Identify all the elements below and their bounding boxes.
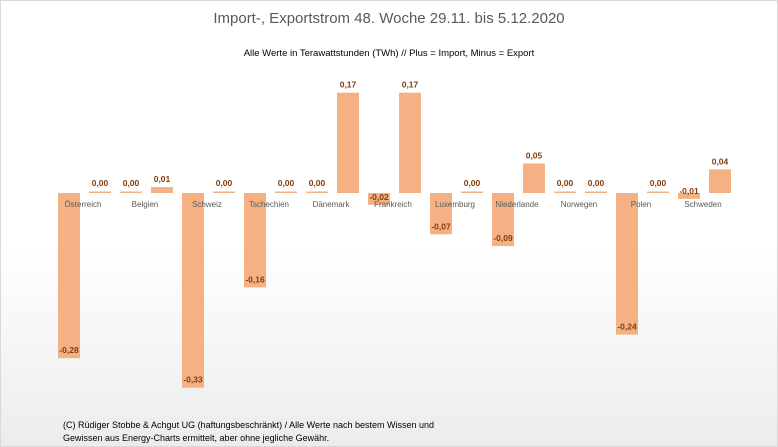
category-label: Niederlande [495,200,539,209]
bar-import [337,92,359,193]
bar-import [585,191,607,193]
data-label: 0,00 [309,178,326,188]
chart-subtitle: Alle Werte in Terawattstunden (TWh) // P… [243,48,535,59]
bar-export [58,193,80,359]
bar-export [244,193,266,288]
bar-export [368,193,390,205]
bar-import [213,191,235,193]
data-label: -0,09 [493,233,513,243]
bar-export [120,191,142,193]
bar-import [89,191,111,193]
footer-line-1: (C) Rüdiger Stobbe & Achgut UG (haftungs… [63,420,435,430]
copyright-footer: (C) Rüdiger Stobbe & Achgut UG (haftungs… [63,419,434,445]
data-label: 0,00 [123,178,140,188]
bar-import [275,191,297,193]
footer-line-2: Gewissen aus Energy-Charts ermittelt, ab… [63,433,330,443]
data-label: 0,00 [650,178,667,188]
category-label: Tschechien [249,200,289,209]
category-label: Luxemburg [435,200,475,209]
data-label: 0,01 [154,174,171,184]
category-label: Dänemark [313,200,351,209]
data-label: -0,02 [369,192,389,202]
data-label: -0,01 [679,186,699,196]
category-label: Polen [631,200,651,209]
bar-export [616,193,638,335]
category-label: Belgien [132,200,159,209]
bar-export [492,193,514,247]
data-label: 0,00 [216,178,233,188]
data-label: 0,00 [464,178,481,188]
bar-export [678,193,700,199]
bar-import [399,92,421,193]
data-label: 0,17 [340,80,357,90]
data-label: -0,24 [617,322,637,332]
data-label: 0,04 [712,156,729,166]
category-label: Schweiz [192,200,222,209]
category-label: Schweden [684,200,721,209]
data-label: -0,07 [431,221,451,231]
data-label: 0,05 [526,151,543,161]
chart-title: Import-, Exportstrom 48. Woche 29.11. bi… [213,10,565,27]
category-label: Norwegen [561,200,597,209]
bar-import [151,187,173,193]
data-label: 0,00 [588,178,605,188]
data-label: 0,17 [402,80,419,90]
data-label: 0,00 [557,178,574,188]
category-label: Frankreich [374,200,412,209]
bar-export [306,191,328,193]
bar-export [554,191,576,193]
bar-import [461,191,483,193]
data-label: -0,16 [245,274,265,284]
data-label: 0,00 [92,178,109,188]
data-label: -0,33 [183,375,203,385]
category-label: Österreich [65,200,102,209]
data-label: 0,00 [278,178,295,188]
data-label: -0,28 [59,345,79,355]
bar-import [709,169,731,193]
bar-import [647,191,669,193]
bar-export [182,193,204,388]
bar-export [430,193,452,235]
bar-import [523,163,545,193]
